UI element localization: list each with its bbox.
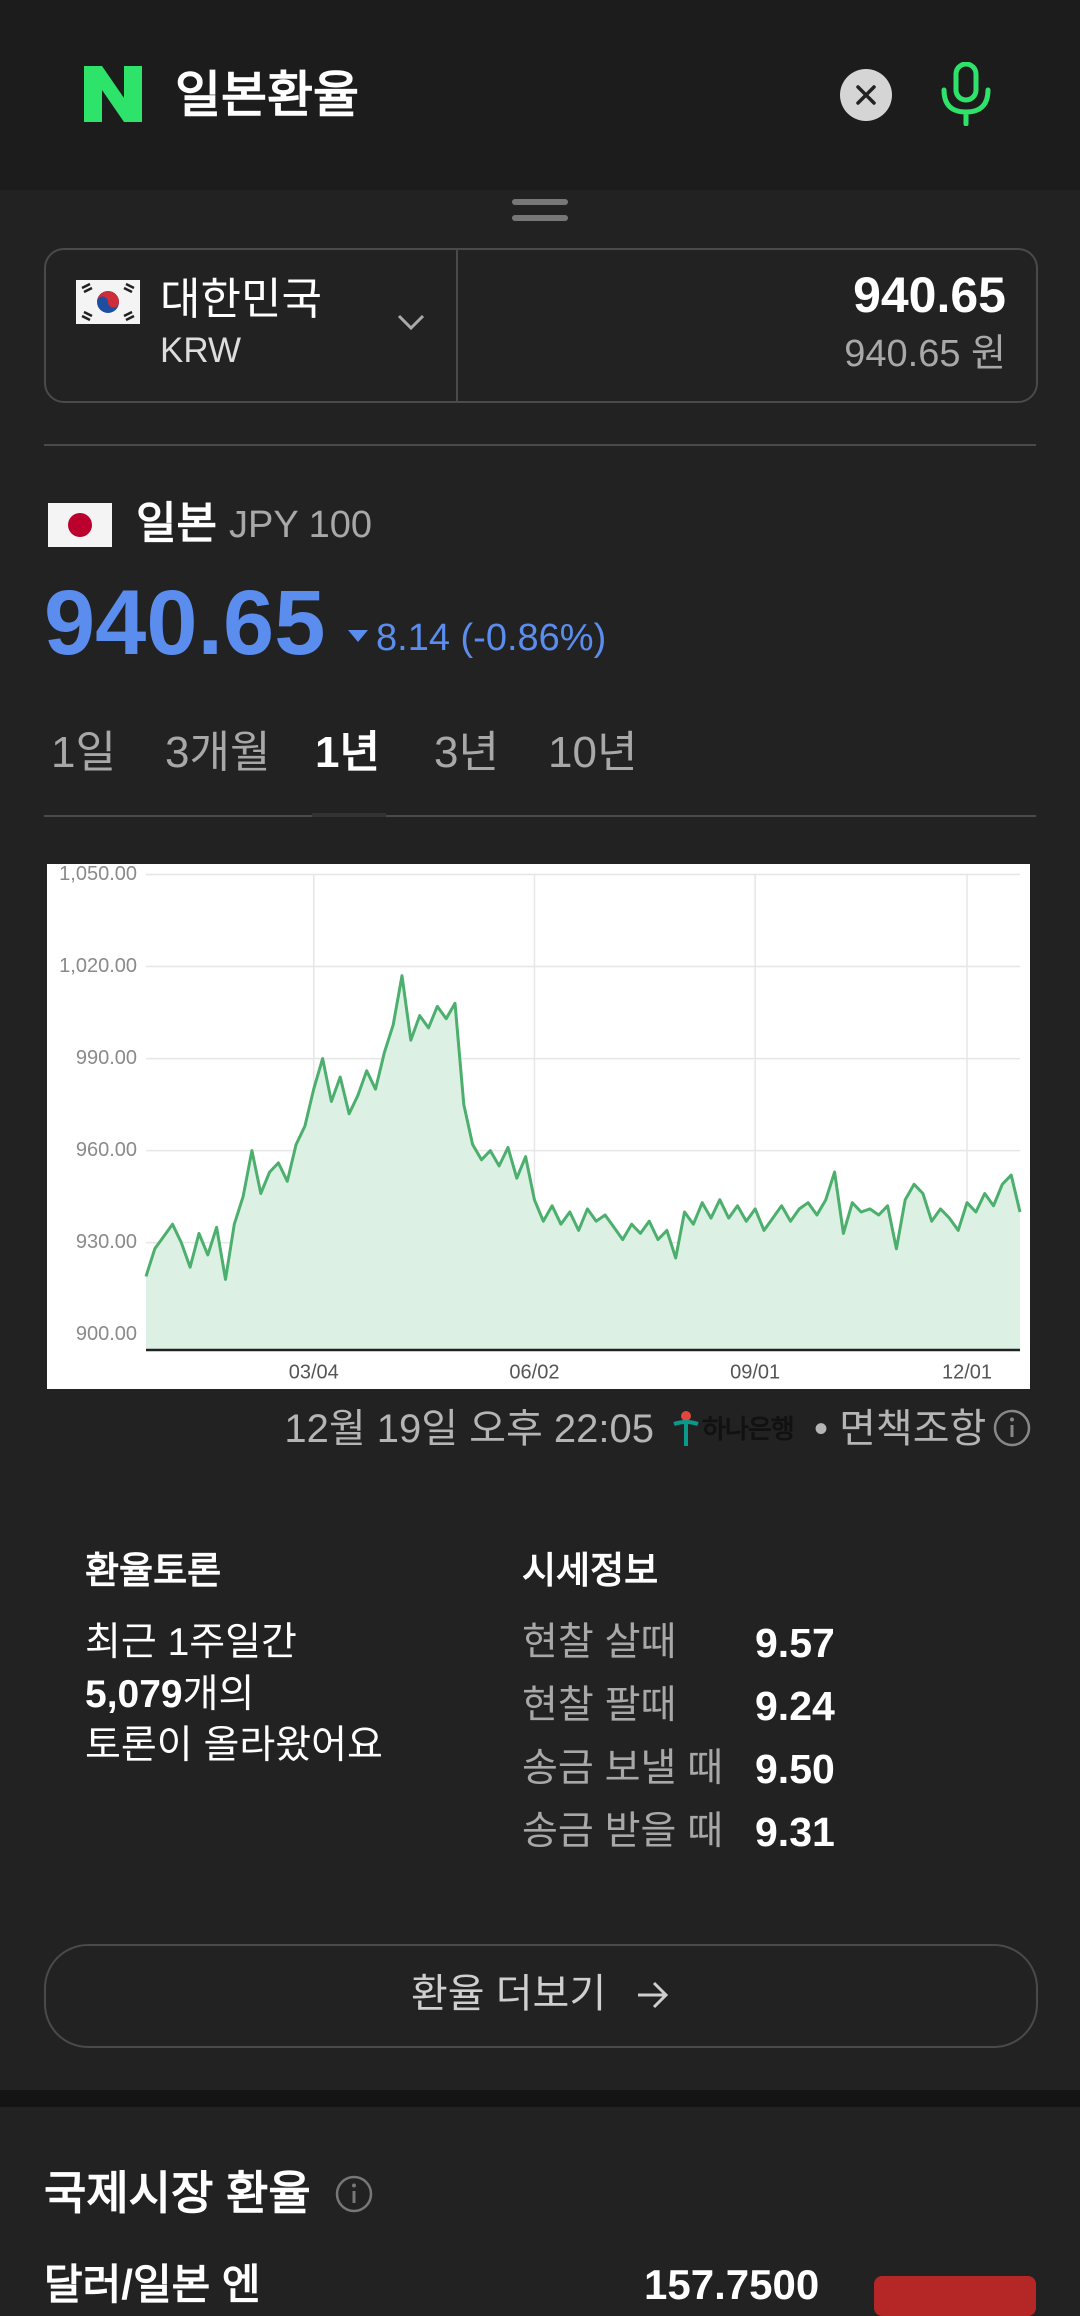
converter-box <box>44 248 1038 403</box>
discussion-title[interactable]: 환율토론 <box>85 1550 222 1591</box>
market-label: 현찰 팔때 <box>522 1684 677 1727</box>
market-label: 송금 보낼 때 <box>522 1747 724 1790</box>
chart: 900.00 930.00 960.00 990.00 1,020.00 1,050.00… <box>47 863 1030 1389</box>
country-name[interactable]: 대한민국 <box>160 275 322 324</box>
currency-pair[interactable]: 달러/일본 엔 <box>44 2261 261 2308</box>
exchange-rate: 940.65 <box>44 572 326 674</box>
divider <box>44 815 1036 817</box>
market-value: 9.57 <box>755 1620 835 1666</box>
korea-flag <box>76 280 140 324</box>
divider <box>44 444 1036 446</box>
discussion-text[interactable]: 5,079개의 <box>85 1675 254 1714</box>
discussion-count: 5,079 <box>85 1673 183 1716</box>
period-tab[interactable]: 1일 <box>51 728 116 777</box>
down-triangle <box>348 630 368 642</box>
dropdown-chevron[interactable] <box>396 312 426 332</box>
clear-button[interactable] <box>840 69 892 121</box>
y-tick-label: 990.00 <box>76 1047 137 1069</box>
discussion-text[interactable]: 토론이 올라왔어요 <box>85 1724 383 1767</box>
rate-change: 8.14 (-0.86%) <box>376 617 607 659</box>
bank-logo-icon <box>673 1411 699 1446</box>
update-time: 12월 19일 오후 22:05 <box>284 1407 654 1451</box>
converted-amount[interactable]: 940.65 <box>853 267 1006 323</box>
y-tick-label: 1,050.00 <box>59 863 137 885</box>
period-tab[interactable]: 3년 <box>434 728 499 777</box>
change-badge <box>874 2276 1036 2316</box>
mic-button[interactable] <box>938 62 994 126</box>
discussion-count-suffix: 개의 <box>182 1673 255 1716</box>
market-value: 9.50 <box>755 1746 835 1792</box>
more-button[interactable] <box>44 1944 1038 2048</box>
area <box>146 975 1020 1350</box>
divider <box>456 250 458 401</box>
pair-price: 157.7500 <box>644 2261 820 2308</box>
section-title: 국제시장 환율 <box>44 2167 311 2219</box>
market-label: 송금 받을 때 <box>522 1810 724 1853</box>
currency-code[interactable]: KRW <box>160 331 242 370</box>
y-tick-label: 960.00 <box>76 1139 137 1161</box>
naver-logo[interactable] <box>84 66 144 122</box>
japan-flag <box>48 503 112 547</box>
y-tick-label: 930.00 <box>76 1231 137 1253</box>
discussion-text[interactable]: 최근 1주일간 <box>85 1621 297 1664</box>
converted-amount-won: 940.65 원 <box>844 333 1006 375</box>
market-value: 9.24 <box>755 1683 835 1729</box>
x-tick-label: 03/04 <box>289 1361 339 1383</box>
bank-name: 하나은행 <box>702 1414 795 1444</box>
period-tab-active[interactable]: 1년 <box>315 728 380 777</box>
period-tab[interactable]: 10년 <box>548 728 638 777</box>
market-title: 시세정보 <box>522 1550 659 1591</box>
line <box>144 974 1022 1281</box>
y-tick-label: 1,020.00 <box>59 955 137 977</box>
x-tick-label: 09/01 <box>730 1361 780 1383</box>
currency-name: 일본 <box>136 499 217 548</box>
market-label: 현찰 살때 <box>522 1621 677 1664</box>
active-tab-underline <box>312 813 386 817</box>
search-query[interactable]: 일본환율 <box>175 67 359 123</box>
more-button-label[interactable]: 환율 더보기 <box>411 1972 607 2016</box>
header-bar <box>0 0 1080 190</box>
info-icon[interactable] <box>992 1408 1032 1448</box>
currency-code: JPY 100 <box>229 504 372 546</box>
info-icon[interactable] <box>334 2174 374 2214</box>
x-tick-label: 12/01 <box>942 1361 992 1383</box>
drag-handle[interactable] <box>512 199 568 223</box>
arrow-icon <box>638 1981 669 2009</box>
x-tick-label: 06/02 <box>509 1361 559 1383</box>
period-tab[interactable]: 3개월 <box>165 728 271 777</box>
section-separator <box>0 2090 1080 2107</box>
y-tick-label: 900.00 <box>76 1323 137 1345</box>
disclaimer-link[interactable]: • 면책조항 <box>814 1407 987 1451</box>
market-value: 9.31 <box>755 1809 835 1855</box>
